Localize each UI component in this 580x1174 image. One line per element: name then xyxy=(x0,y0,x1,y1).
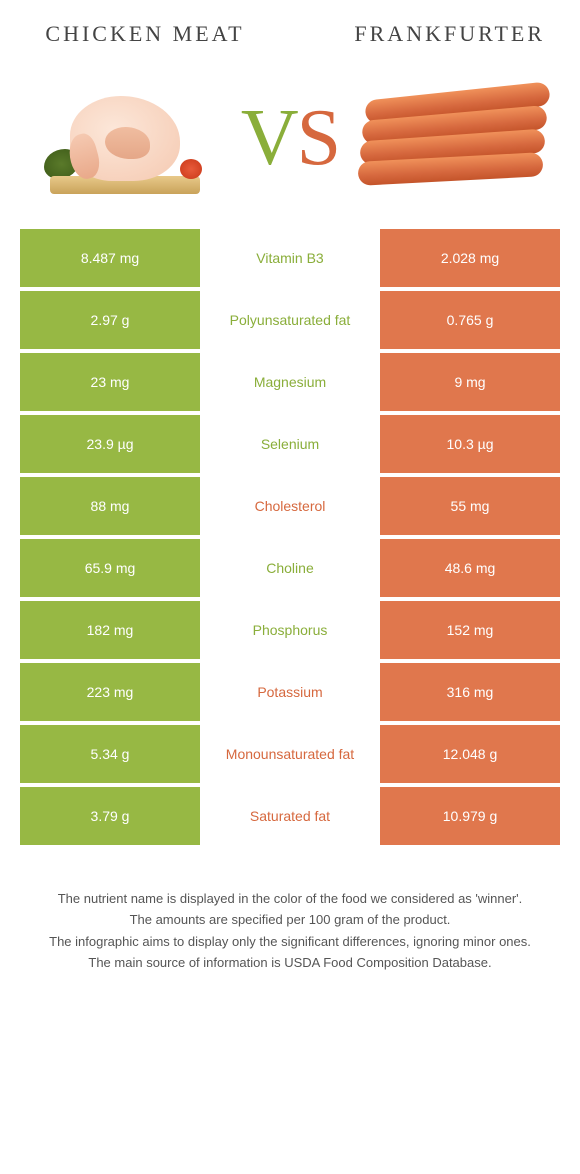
images-row: VS xyxy=(0,59,580,229)
table-row: 182 mgPhosphorus152 mg xyxy=(20,601,560,659)
left-value: 223 mg xyxy=(20,663,200,721)
comparison-table: 8.487 mgVitamin B32.028 mg2.97 gPolyunsa… xyxy=(0,229,580,845)
left-value: 8.487 mg xyxy=(20,229,200,287)
table-row: 65.9 mgCholine48.6 mg xyxy=(20,539,560,597)
left-value: 5.34 g xyxy=(20,725,200,783)
chicken-image xyxy=(30,69,220,209)
right-value: 316 mg xyxy=(380,663,560,721)
right-value: 2.028 mg xyxy=(380,229,560,287)
vs-v: V xyxy=(241,94,297,182)
footer-notes: The nutrient name is displayed in the co… xyxy=(0,849,580,973)
table-row: 8.487 mgVitamin B32.028 mg xyxy=(20,229,560,287)
header: Chicken meat Frankfurter xyxy=(0,0,580,59)
right-value: 9 mg xyxy=(380,353,560,411)
footer-line: The main source of information is USDA F… xyxy=(30,953,550,973)
left-value: 65.9 mg xyxy=(20,539,200,597)
left-value: 3.79 g xyxy=(20,787,200,845)
nutrient-label: Monounsaturated fat xyxy=(200,725,380,783)
table-row: 2.97 gPolyunsaturated fat0.765 g xyxy=(20,291,560,349)
nutrient-label: Choline xyxy=(200,539,380,597)
table-row: 223 mgPotassium316 mg xyxy=(20,663,560,721)
tomato-icon xyxy=(180,159,202,179)
footer-line: The amounts are specified per 100 gram o… xyxy=(30,910,550,930)
left-value: 23.9 µg xyxy=(20,415,200,473)
table-row: 23.9 µgSelenium10.3 µg xyxy=(20,415,560,473)
right-value: 12.048 g xyxy=(380,725,560,783)
nutrient-label: Magnesium xyxy=(200,353,380,411)
left-value: 2.97 g xyxy=(20,291,200,349)
nutrient-label: Vitamin B3 xyxy=(200,229,380,287)
right-value: 48.6 mg xyxy=(380,539,560,597)
footer-line: The infographic aims to display only the… xyxy=(30,932,550,952)
nutrient-label: Polyunsaturated fat xyxy=(200,291,380,349)
right-value: 152 mg xyxy=(380,601,560,659)
right-food-title: Frankfurter xyxy=(285,20,545,49)
left-food-title: Chicken meat xyxy=(35,20,255,49)
table-row: 5.34 gMonounsaturated fat12.048 g xyxy=(20,725,560,783)
right-value: 0.765 g xyxy=(380,291,560,349)
left-value: 23 mg xyxy=(20,353,200,411)
left-value: 182 mg xyxy=(20,601,200,659)
vs-label: VS xyxy=(241,93,339,184)
nutrient-label: Selenium xyxy=(200,415,380,473)
table-row: 3.79 gSaturated fat10.979 g xyxy=(20,787,560,845)
nutrient-label: Potassium xyxy=(200,663,380,721)
right-value: 10.979 g xyxy=(380,787,560,845)
frankfurter-image xyxy=(360,69,550,209)
table-row: 88 mgCholesterol55 mg xyxy=(20,477,560,535)
vs-s: S xyxy=(297,94,340,182)
footer-line: The nutrient name is displayed in the co… xyxy=(30,889,550,909)
nutrient-label: Phosphorus xyxy=(200,601,380,659)
nutrient-label: Saturated fat xyxy=(200,787,380,845)
right-value: 10.3 µg xyxy=(380,415,560,473)
nutrient-label: Cholesterol xyxy=(200,477,380,535)
left-value: 88 mg xyxy=(20,477,200,535)
table-row: 23 mgMagnesium9 mg xyxy=(20,353,560,411)
right-value: 55 mg xyxy=(380,477,560,535)
